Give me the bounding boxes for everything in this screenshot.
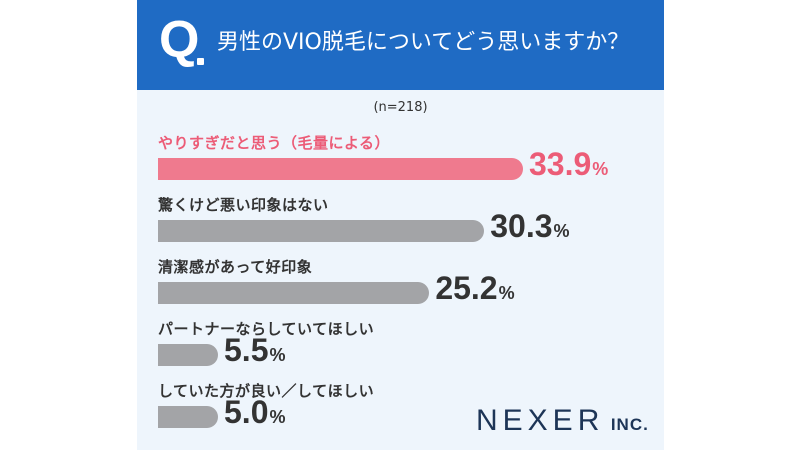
bar — [158, 406, 218, 428]
logo-suffix: INC. — [610, 415, 649, 434]
bar — [158, 158, 523, 180]
bar — [158, 282, 430, 304]
value-label: 30.3% — [490, 208, 570, 244]
value-label: 5.5% — [224, 332, 286, 368]
question-title: 男性のVIO脱毛についてどう思いますか？ — [217, 30, 630, 55]
q-mark: Q — [159, 11, 200, 69]
bar-label: やりすぎだと思う（毛量による） — [158, 134, 391, 152]
logo-main: NEXER — [476, 404, 605, 437]
sample-size: (n=218) — [373, 100, 428, 115]
question-header: Q 男性のVIO脱毛についてどう思いますか？ — [137, 0, 664, 90]
value-label: 33.9% — [529, 146, 609, 182]
value-label: 5.0% — [224, 394, 286, 430]
bar — [158, 344, 218, 366]
bar-label: パートナーならしていてほしい — [158, 320, 375, 338]
q-dot — [197, 58, 204, 65]
value-label: 25.2% — [435, 270, 515, 306]
bar-label: 清潔感があって好印象 — [158, 258, 313, 276]
nexer-logo: NEXER INC. — [476, 404, 649, 438]
survey-card: Q 男性のVIO脱毛についてどう思いますか？ (n=218) やりすぎだと思う（… — [137, 0, 664, 450]
bar — [158, 220, 485, 242]
bar-label: 驚くけど悪い印象はない — [158, 196, 329, 214]
bar-label: していた方が良い／してほしい — [158, 382, 375, 400]
